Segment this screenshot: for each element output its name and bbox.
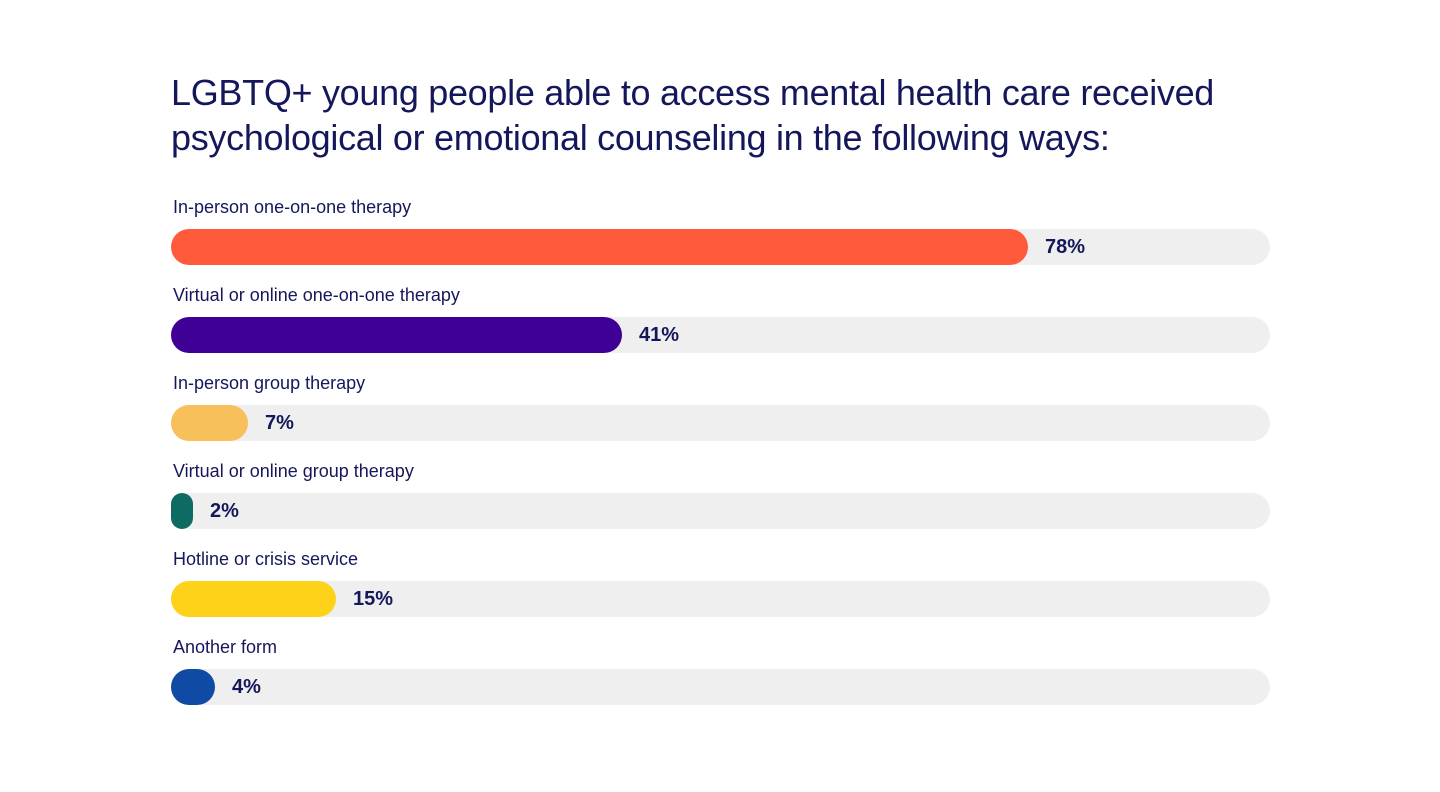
- bar: [171, 229, 1028, 265]
- bar-track: 41%: [171, 317, 1270, 353]
- bar-row: Virtual or online group therapy 2%: [171, 455, 1270, 543]
- category-label: Virtual or online group therapy: [173, 461, 414, 481]
- value-label: 78%: [1045, 236, 1086, 258]
- category-label: Virtual or online one-on-one therapy: [173, 285, 460, 305]
- bar-row: Another form 4%: [171, 631, 1270, 719]
- bar: [171, 493, 193, 529]
- category-label: Hotline or crisis service: [173, 549, 359, 569]
- bar-row: Virtual or online one-on-one therapy 41%: [171, 279, 1270, 367]
- category-label: In-person one-on-one therapy: [173, 197, 412, 217]
- category-label: In-person group therapy: [173, 373, 366, 393]
- bar-track: 15%: [171, 581, 1270, 617]
- bar-track: 4%: [171, 669, 1270, 705]
- bar-row: In-person one-on-one therapy 78%: [171, 191, 1270, 279]
- bar: [171, 581, 336, 617]
- value-label: 15%: [353, 588, 394, 610]
- value-label: 41%: [639, 324, 680, 346]
- category-label: Another form: [173, 637, 278, 657]
- bar-row: Hotline or crisis service 15%: [171, 543, 1270, 631]
- bar-track: 2%: [171, 493, 1270, 529]
- value-label: 4%: [232, 676, 261, 698]
- bar: [171, 669, 215, 705]
- value-label: 2%: [210, 500, 239, 522]
- value-label: 7%: [265, 412, 294, 434]
- bar: [171, 405, 248, 441]
- bar-track: 7%: [171, 405, 1270, 441]
- bar-chart: LGBTQ+ young people able to access menta…: [171, 70, 1270, 705]
- bar: [171, 317, 622, 353]
- bar-track: 78%: [171, 229, 1270, 265]
- chart-title: LGBTQ+ young people able to access menta…: [171, 72, 1215, 158]
- bar-row: In-person group therapy 7%: [171, 367, 1270, 455]
